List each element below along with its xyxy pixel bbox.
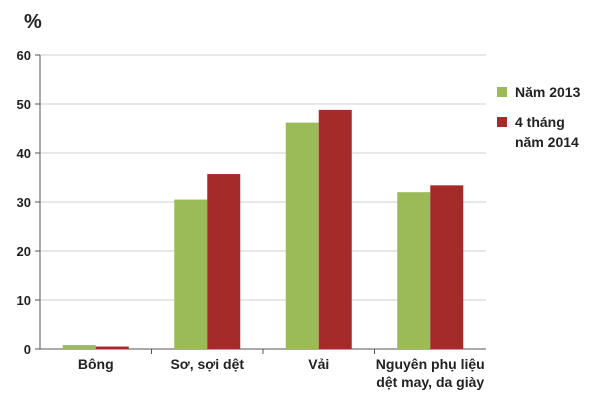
bar-4-thang-nam-2014 bbox=[430, 185, 464, 349]
legend-label: 4 tháng bbox=[515, 114, 565, 130]
y-tick-label: 20 bbox=[17, 244, 31, 259]
bar-4-thang-nam-2014 bbox=[95, 346, 129, 349]
y-tick-label: 10 bbox=[17, 293, 31, 308]
x-tick-label: Bông bbox=[78, 356, 114, 372]
bar-nam-2013 bbox=[174, 199, 208, 349]
y-tick-label: 40 bbox=[17, 146, 31, 161]
bar-4-thang-nam-2014 bbox=[318, 109, 352, 349]
x-tick-label: Sơ, sợi dệt bbox=[170, 356, 244, 372]
y-tick-label: 0 bbox=[24, 342, 31, 357]
bar-4-thang-nam-2014 bbox=[207, 174, 241, 349]
bar-nam-2013 bbox=[285, 122, 319, 350]
legend-label: năm 2014 bbox=[515, 134, 579, 150]
y-tick-label: 30 bbox=[17, 195, 31, 210]
legend-label: Năm 2013 bbox=[515, 84, 581, 100]
x-tick-label: Vải bbox=[308, 356, 329, 372]
y-tick-label: 60 bbox=[17, 48, 31, 63]
y-unit-label: % bbox=[24, 11, 42, 33]
bar-nam-2013 bbox=[62, 345, 96, 349]
legend-swatch bbox=[497, 117, 507, 127]
legend-swatch bbox=[497, 87, 507, 97]
bar-nam-2013 bbox=[397, 192, 431, 349]
y-tick-label: 50 bbox=[17, 97, 31, 112]
x-tick-label: Nguyên phụ liệu bbox=[376, 356, 485, 372]
x-tick-label: dệt may, da giày bbox=[376, 374, 484, 390]
